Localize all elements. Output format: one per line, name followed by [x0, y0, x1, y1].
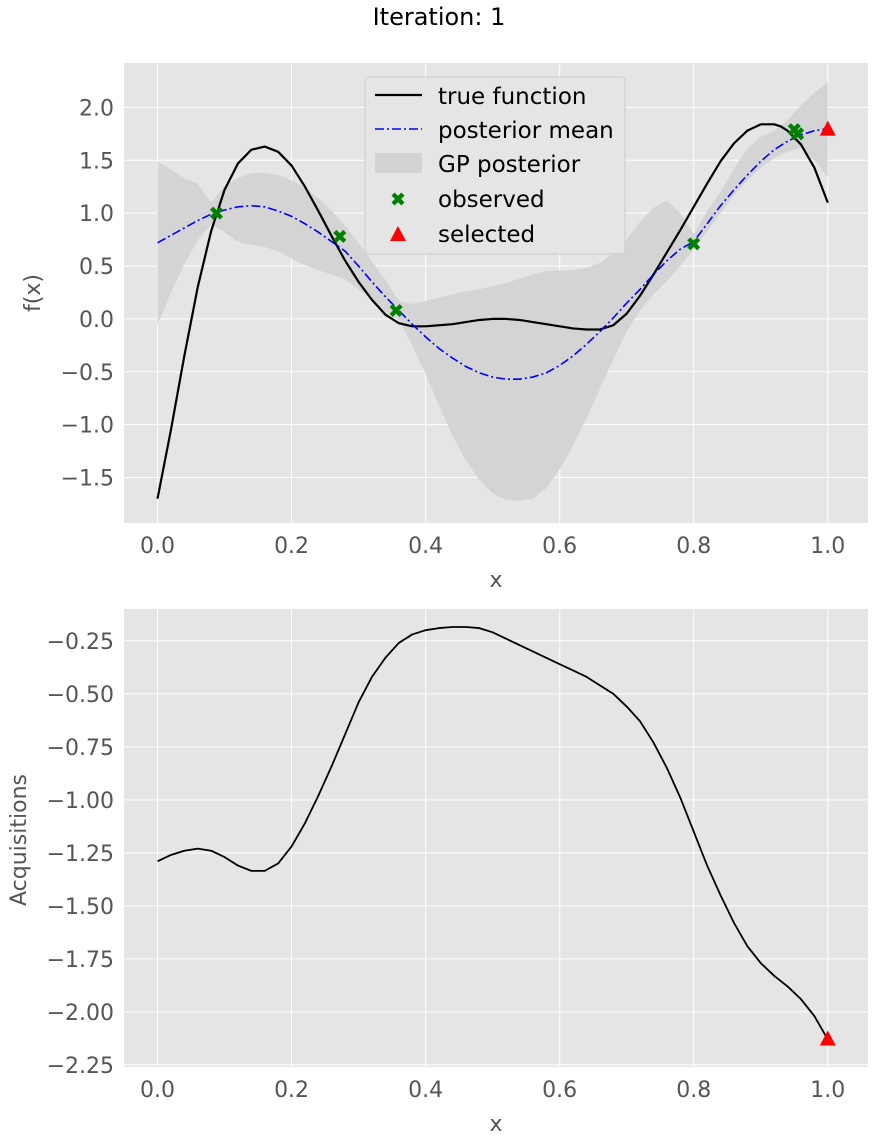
- selected-point: [819, 120, 836, 136]
- y-tick-label: 1.0: [79, 202, 114, 227]
- x-tick-label: 0.8: [676, 534, 711, 559]
- y-tick-label: −1.75: [47, 948, 114, 973]
- acquisition-chart: 0.0 0.2 0.4 0.6 0.8 1.0 −2.25−2.00−1.75−1.50−…: [7, 609, 868, 1137]
- y-tick-label: −0.50: [47, 683, 114, 708]
- x-axis-label: x: [489, 1112, 502, 1137]
- y-tick-label: −1.50: [47, 895, 114, 920]
- grid-lines: [124, 609, 868, 1067]
- figure-title: Iteration: 1: [373, 3, 506, 31]
- x-tick-label: 0.0: [140, 534, 175, 559]
- x-tick-labels: 0.0 0.2 0.4 0.6 0.8 1.0: [140, 534, 845, 559]
- true-function-line: [156, 123, 829, 499]
- legend-selected-swatch: [390, 226, 406, 241]
- y-tick-label: −1.5: [61, 467, 114, 492]
- y-tick-label: −0.25: [47, 630, 114, 655]
- x-tick-label: 0.6: [542, 1078, 577, 1103]
- x-tick-label: 1.0: [810, 1078, 845, 1103]
- y-tick-label: −2.00: [47, 1001, 114, 1026]
- x-tick-label: 0.2: [274, 534, 309, 559]
- posterior-mean-line: [157, 127, 828, 380]
- acquisition-line: [157, 626, 829, 1040]
- x-tick-label: 0.0: [140, 1078, 175, 1103]
- legend-gp-posterior-swatch: [375, 153, 422, 173]
- observed-point: [389, 303, 403, 317]
- plot-area-background: [124, 609, 868, 1067]
- x-tick-label: 0.6: [542, 534, 577, 559]
- observed-point: [791, 127, 805, 141]
- y-tick-label: −1.25: [47, 842, 114, 867]
- series-layer: [156, 82, 836, 501]
- y-tick-labels: −1.5 −1.0 −0.5 0.0 0.5 1.0 1.5 2.0: [61, 96, 114, 491]
- x-axis-label: x: [489, 568, 502, 593]
- legend-observed-label: observed: [438, 187, 545, 213]
- observed-point: [333, 229, 347, 243]
- y-tick-label: 2.0: [79, 96, 114, 121]
- y-tick-label: 0.0: [79, 308, 114, 333]
- x-tick-label: 0.2: [274, 1078, 309, 1103]
- observed-point: [209, 206, 224, 220]
- x-tick-label: 0.4: [408, 534, 443, 559]
- x-tick-label: 1.0: [810, 534, 845, 559]
- gp-posterior-chart: 0.0 0.2 0.4 0.6 0.8 1.0 −1.5 −1.0 −0.5 0.0 0.5 1.0…: [21, 63, 868, 593]
- selected-point: [819, 1030, 836, 1046]
- y-tick-labels: −2.25 −2.00 −1.75 −1.50 −1.25 −1.00 −0.75 −0.50…: [47, 630, 114, 1079]
- y-axis-label: f(x): [21, 274, 46, 312]
- y-tick-label: −1.0: [61, 414, 114, 439]
- observed-point: [687, 237, 701, 251]
- legend: true function posterior mean GP posterio…: [364, 76, 626, 255]
- gp-posterior-band: [157, 82, 828, 501]
- x-tick-label: 0.4: [408, 1078, 443, 1103]
- series-layer: [157, 626, 836, 1046]
- x-tick-labels: 0.0 0.2 0.4 0.6 0.8 1.0: [140, 1078, 845, 1103]
- legend-box: [364, 76, 626, 255]
- y-tick-label: −0.75: [47, 736, 114, 761]
- x-tick-label: 0.8: [676, 1078, 711, 1103]
- legend-posterior-mean-label: posterior mean: [438, 118, 614, 144]
- y-tick-label: 1.5: [79, 149, 114, 174]
- legend-selected-label: selected: [438, 222, 535, 248]
- y-tick-label: −2.25: [47, 1054, 114, 1079]
- y-tick-label: 0.5: [79, 255, 114, 280]
- legend-observed-swatch: [391, 192, 405, 206]
- legend-true-function-label: true function: [438, 84, 586, 110]
- y-tick-label: −0.5: [61, 361, 114, 386]
- y-axis-label: Acquisitions: [7, 774, 32, 906]
- legend-gp-posterior-label: GP posterior: [438, 152, 581, 178]
- y-tick-label: −1.00: [47, 789, 114, 814]
